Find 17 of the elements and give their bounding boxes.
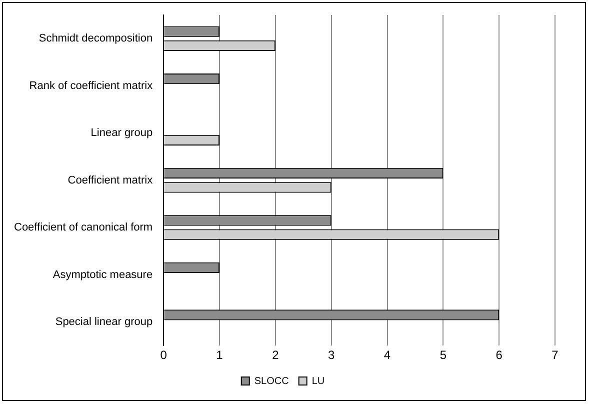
y-tick-label: Rank of coefficient matrix bbox=[29, 80, 154, 92]
x-tick-label: 2 bbox=[272, 348, 280, 362]
y-tick-label: Linear group bbox=[90, 127, 153, 140]
x-tick-label: 5 bbox=[440, 348, 447, 362]
x-tick-label: 3 bbox=[328, 348, 335, 362]
x-tick-label: 6 bbox=[496, 348, 503, 362]
y-tick-label: Special linear group bbox=[55, 316, 153, 328]
y-tick-label: Asymptotic measure bbox=[52, 268, 153, 281]
x-tick-label: 4 bbox=[384, 348, 391, 362]
y-tick-label: Coefficient of canonical form bbox=[14, 222, 153, 234]
x-tick-label: 7 bbox=[552, 348, 559, 362]
x-tick-label: 0 bbox=[160, 348, 168, 362]
x-tick-label: 1 bbox=[216, 348, 224, 362]
legend-label: LU bbox=[312, 376, 325, 387]
legend-label: SLOCC bbox=[254, 376, 289, 387]
y-tick-label: Schmidt decomposition bbox=[38, 32, 153, 45]
y-tick-label: Coefficient matrix bbox=[68, 174, 154, 186]
